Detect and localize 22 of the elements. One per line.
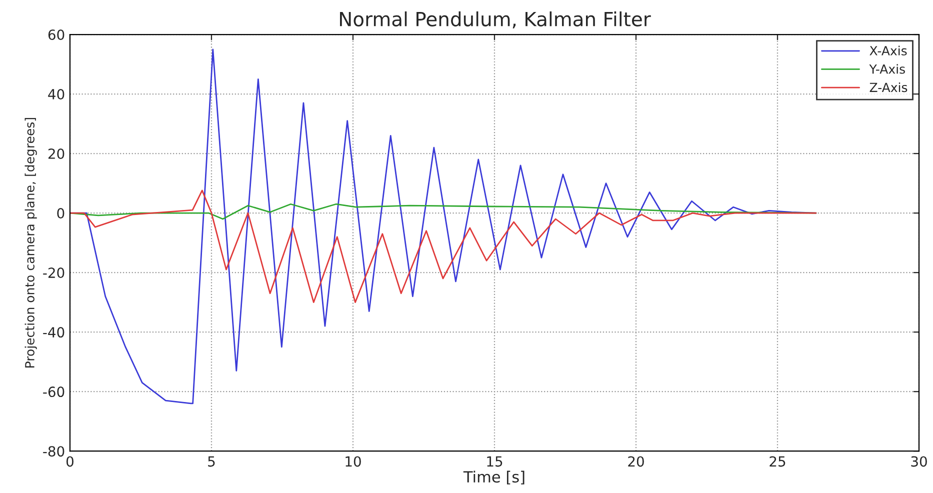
- legend-label: X-Axis: [870, 46, 907, 56]
- legend-label: Z-Axis: [870, 82, 908, 92]
- y-tick-label: 0: [57, 208, 64, 219]
- x-tick-label: 30: [911, 456, 927, 467]
- y-tick-label: -60: [43, 386, 64, 398]
- x-tick-label: 20: [628, 456, 644, 467]
- x-tick-label: 15: [487, 456, 502, 467]
- y-tick-label: -20: [43, 268, 64, 278]
- y-tick-label: 20: [48, 148, 64, 160]
- y-tick-label: 40: [48, 88, 64, 100]
- y-tick-label: -40: [43, 327, 64, 338]
- line-series: [70, 190, 817, 304]
- y-tick-label: 60: [48, 29, 64, 40]
- x-tick-label: 10: [346, 456, 361, 467]
- x-tick-label: 25: [770, 456, 786, 467]
- x-tick-label: 0: [66, 456, 74, 467]
- x-axis-title: Time [s]: [463, 470, 524, 484]
- y-axis-title: Projection onto camera plane, [degrees]: [24, 118, 37, 368]
- y-tick-label: -80: [43, 446, 64, 457]
- x-tick-label: 5: [208, 456, 215, 467]
- chart-title: Normal Pendulum, Kalman Filter: [340, 11, 651, 28]
- legend-label: Y-Axis: [869, 64, 905, 74]
